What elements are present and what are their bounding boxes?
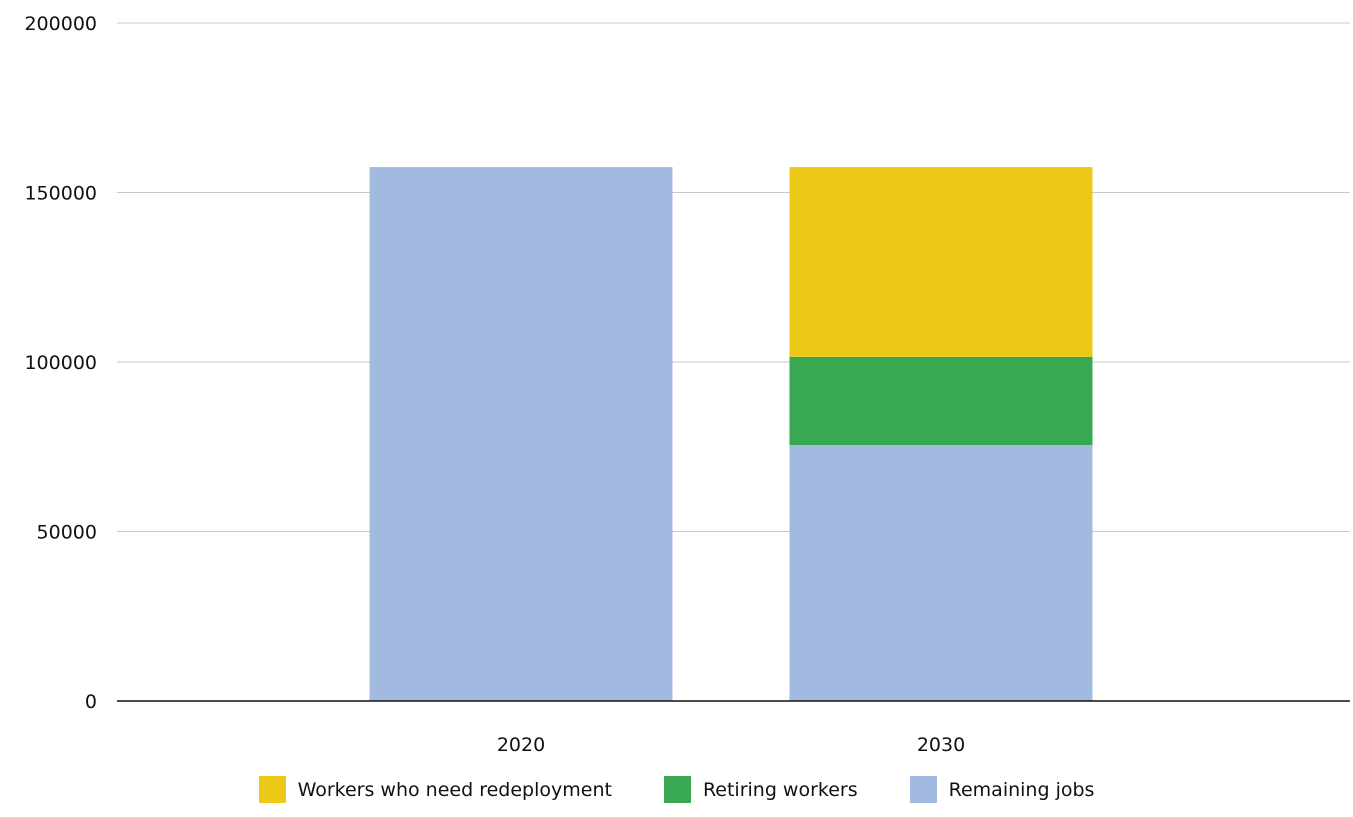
bar-remaining-jobs-2030 [789,445,1093,701]
tick-labels: 0 50000 100000 150000 200000 2020 2030 [24,13,965,756]
gridlines [117,22,1350,532]
bar-retiring-workers-2030 [789,356,1093,446]
x-tick-label: 2020 [497,734,545,756]
y-tick-label: 0 [85,691,97,713]
bar-remaining-jobs-2020 [369,167,673,701]
bars [369,167,1093,701]
x-tick-label: 2030 [917,734,965,756]
legend-label: Workers who need redeployment [297,778,612,801]
bar-workers-who-need-redeployment-2030 [789,167,1093,357]
legend-item: Remaining jobs [909,776,1095,803]
y-tick-label: 100000 [24,352,97,374]
legend-swatch [258,776,286,803]
y-tick-label: 200000 [24,13,97,35]
y-tick-label: 50000 [37,522,97,544]
legend-item: Workers who need redeployment [258,776,612,803]
legend-swatch [909,776,937,803]
legend-item: Retiring workers [663,776,858,803]
legend-swatch [663,776,691,803]
legend-label: Retiring workers [702,778,858,801]
legend-label: Remaining jobs [948,778,1095,801]
y-tick-label: 150000 [24,183,97,205]
legend: Workers who need redeployment Retiring wo… [0,776,1353,803]
